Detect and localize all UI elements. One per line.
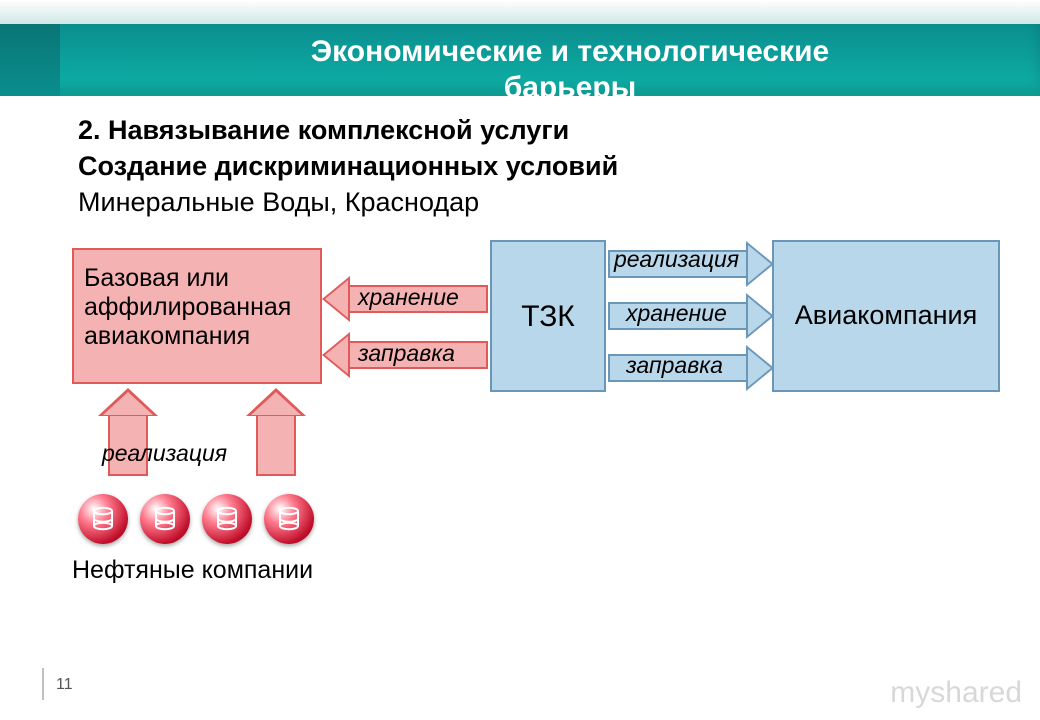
arrow-pink-head-0 <box>322 276 350 322</box>
header-left-accent <box>0 24 60 96</box>
arrow-blue-label-0: реализация <box>614 246 739 273</box>
node-base-airline-label: Базовая или аффилированная авиакомпания <box>84 264 310 351</box>
header-top-gradient <box>0 0 1040 24</box>
arrow-pink-head-1 <box>322 332 350 378</box>
oil-companies-label: Нефтяные компании <box>72 556 313 585</box>
arrow-blue-label-2: заправка <box>626 352 723 379</box>
node-airline-label: Авиакомпания <box>774 300 998 331</box>
subtitle-block: 2. Навязывание комплексной услуги Создан… <box>78 112 978 220</box>
node-airline: Авиакомпания <box>772 240 1000 392</box>
footer-side-tick <box>42 668 44 700</box>
subtitle-plain: Минеральные Воды, Краснодар <box>78 187 479 217</box>
node-tzk-label: ТЗК <box>492 300 604 334</box>
node-tzk: ТЗК <box>490 240 606 392</box>
arrow-up-head-0 <box>98 388 158 416</box>
subtitle-bold-1: 2. Навязывание комплексной услуги <box>78 115 569 145</box>
arrow-blue-head-0 <box>746 241 774 287</box>
oil-barrel-icon-1 <box>140 494 190 544</box>
page-title-line2: барьеры <box>504 71 637 104</box>
page-title-line1: Экономические и технологические <box>311 35 829 68</box>
arrow-up-body-1 <box>256 416 296 476</box>
arrow-blue-head-2 <box>746 345 774 391</box>
node-base-airline: Базовая или аффилированная авиакомпания <box>72 248 322 384</box>
subtitle-bold-2: Создание дискриминационных условий <box>78 151 618 181</box>
page-number: 11 <box>56 676 73 694</box>
page-title: Экономические и технологические барьеры <box>160 34 980 106</box>
arrow-blue-label-1: хранение <box>626 300 727 327</box>
oil-barrel-icon-0 <box>78 494 128 544</box>
oil-barrel-icon-3 <box>264 494 314 544</box>
oil-barrel-icon-2 <box>202 494 252 544</box>
arrow-pink-label-0: хранение <box>358 284 459 311</box>
arrow-label-realization-vertical: реализация <box>102 440 227 467</box>
watermark: myshared <box>890 676 1022 710</box>
arrow-blue-head-1 <box>746 293 774 339</box>
arrow-pink-label-1: заправка <box>358 340 455 367</box>
arrow-up-head-1 <box>246 388 306 416</box>
